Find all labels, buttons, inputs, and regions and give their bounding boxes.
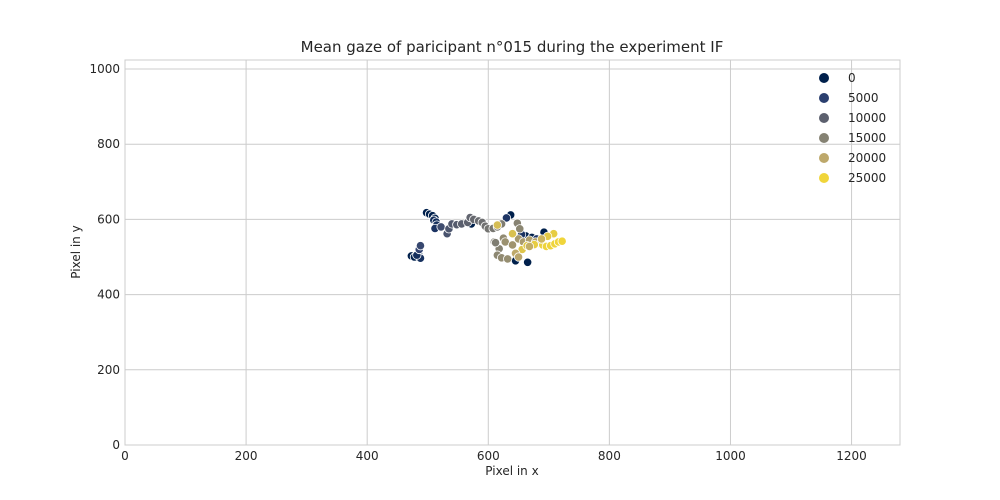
legend-label: 0 bbox=[848, 71, 856, 85]
gaze-point bbox=[492, 220, 502, 230]
gaze-point bbox=[507, 229, 518, 239]
x-axis-label: Pixel in x bbox=[485, 464, 538, 478]
gaze-point bbox=[557, 236, 567, 246]
gaze-point bbox=[523, 257, 533, 267]
legend-marker bbox=[819, 113, 829, 123]
y-axis-label: Pixel in y bbox=[69, 225, 83, 278]
legend-label: 15000 bbox=[848, 131, 886, 145]
grid bbox=[124, 60, 900, 446]
legend-label: 5000 bbox=[848, 91, 879, 105]
legend-marker bbox=[819, 133, 829, 143]
y-tick-label: 1000 bbox=[89, 62, 120, 76]
gaze-point bbox=[490, 238, 501, 248]
legend-marker bbox=[819, 173, 829, 183]
x-tick-label: 1200 bbox=[836, 449, 867, 463]
legend-label: 20000 bbox=[848, 151, 886, 165]
legend-marker bbox=[819, 73, 829, 83]
y-tick-label: 0 bbox=[112, 438, 120, 452]
gaze-point bbox=[503, 254, 513, 264]
y-tick-label: 200 bbox=[97, 363, 120, 377]
legend-marker bbox=[819, 153, 829, 163]
chart-title: Mean gaze of paricipant n°015 during the… bbox=[301, 38, 724, 56]
x-tick-label: 600 bbox=[477, 449, 500, 463]
scatter-points bbox=[406, 208, 567, 267]
gaze-point bbox=[415, 241, 426, 251]
x-tick-label: 800 bbox=[598, 449, 621, 463]
y-tick-label: 400 bbox=[97, 288, 120, 302]
gaze-point bbox=[524, 241, 535, 252]
x-tick-label: 400 bbox=[356, 449, 379, 463]
legend: 0 5000 10000 15000 20000 25000 bbox=[819, 71, 886, 185]
y-tick-label: 800 bbox=[97, 137, 120, 151]
legend-label: 10000 bbox=[848, 111, 886, 125]
tick-labels: 0 200 400 600 800 1000 1200 0 200 400 600 800 1000 bbox=[89, 62, 866, 463]
gaze-point bbox=[501, 213, 512, 223]
legend-marker bbox=[819, 93, 829, 103]
x-tick-label: 200 bbox=[235, 449, 258, 463]
gaze-point bbox=[507, 240, 518, 250]
x-tick-label: 1000 bbox=[715, 449, 746, 463]
x-tick-label: 0 bbox=[121, 449, 129, 463]
legend-label: 25000 bbox=[848, 171, 886, 185]
gaze-point bbox=[513, 252, 524, 262]
gaze-point bbox=[436, 222, 446, 232]
y-tick-label: 600 bbox=[97, 212, 120, 226]
gaze-point bbox=[515, 224, 525, 234]
gaze-point bbox=[536, 234, 547, 244]
